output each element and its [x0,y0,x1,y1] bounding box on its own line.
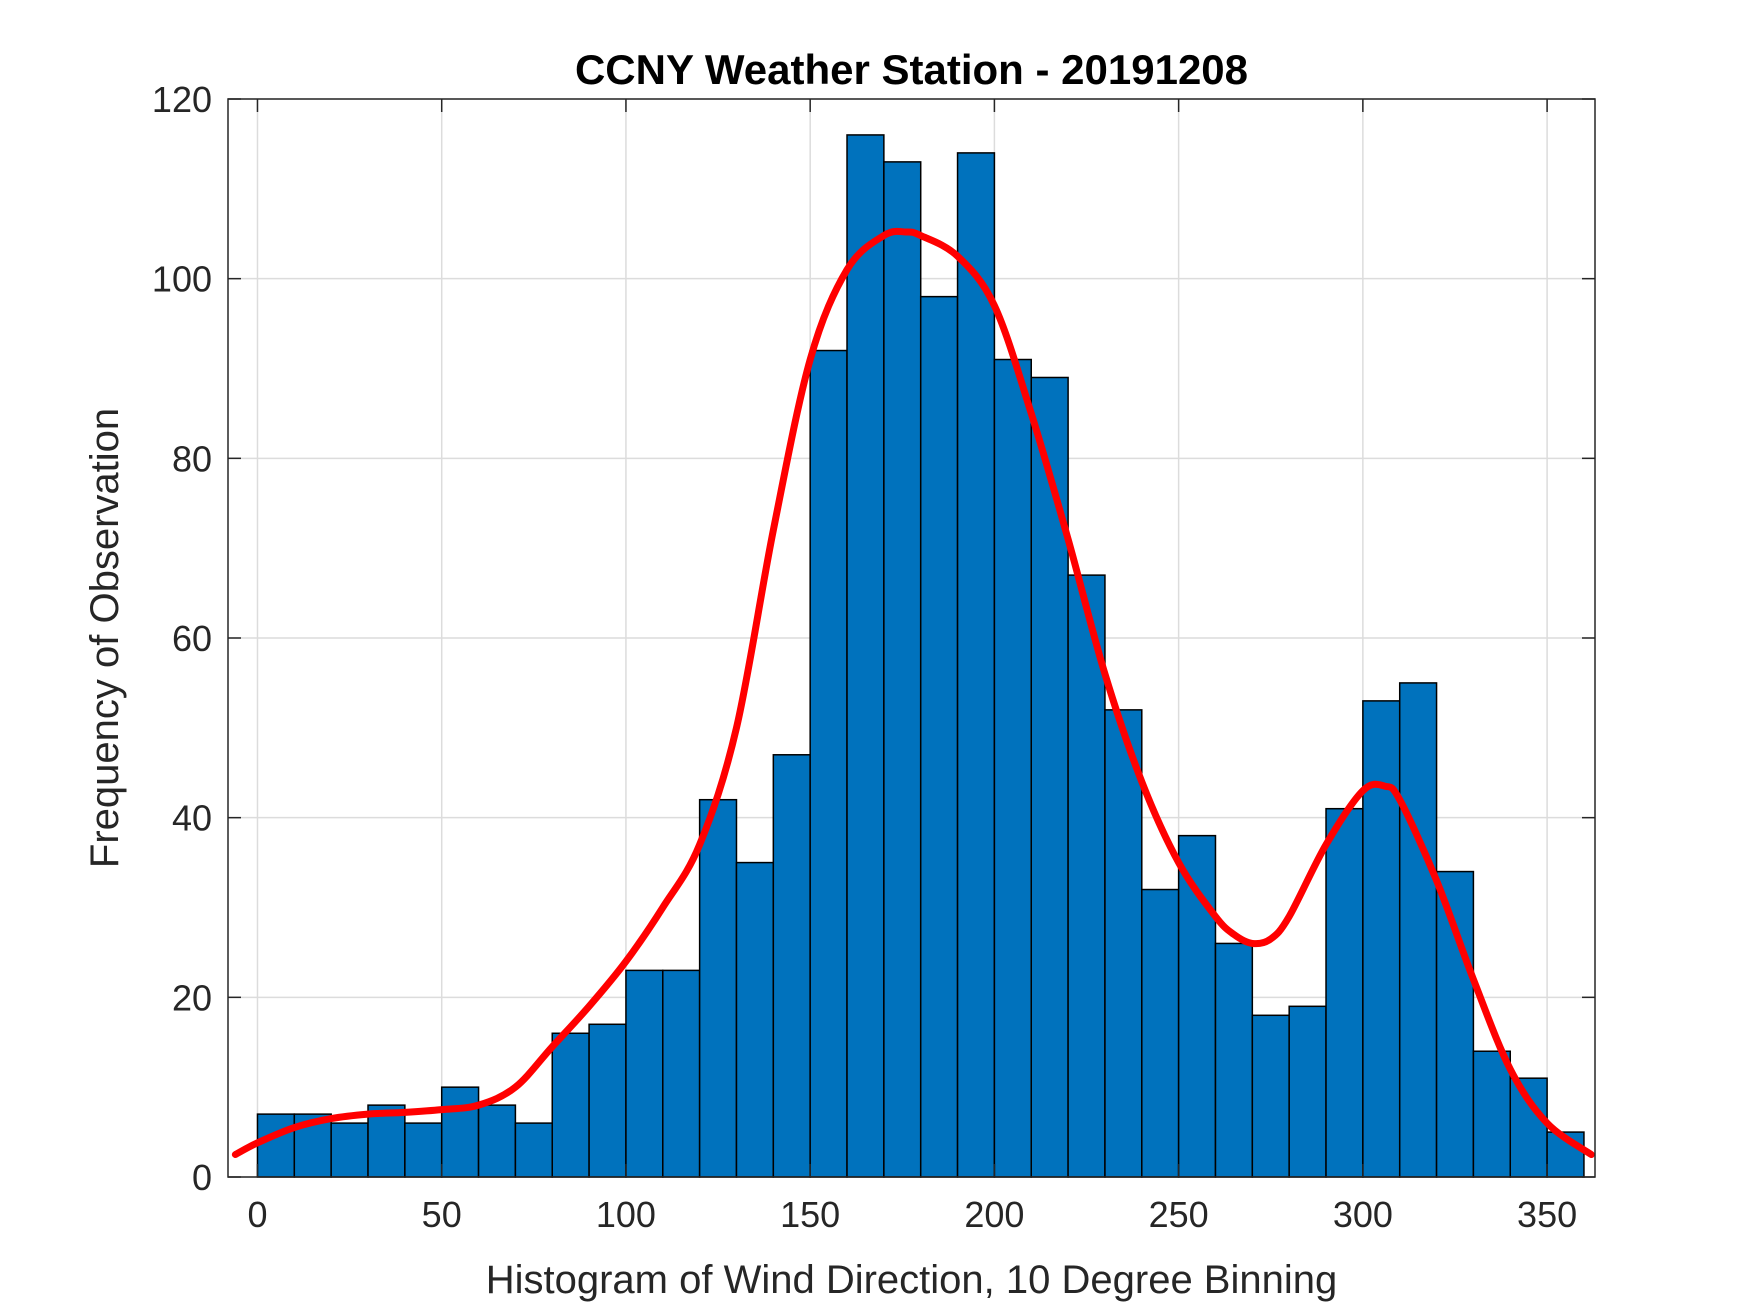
y-tick-label-2: 40 [172,798,212,839]
histogram-bar-33 [1472,1050,1512,1178]
histogram-bar-14 [772,754,811,1178]
histogram-bar-24 [1141,888,1180,1178]
histogram-bar-21 [1030,376,1069,1178]
histogram-bar-6 [477,1104,517,1178]
histogram-bars [256,134,1585,1178]
histogram-bar-27 [1251,1014,1290,1178]
x-tick-label-5: 250 [1149,1194,1209,1235]
histogram-bar-8 [551,1032,590,1178]
histogram-bar-9 [588,1023,627,1178]
y-tick-labels: 0 20 40 60 80 100 120 [152,79,212,1198]
y-tick-label-1: 20 [172,977,212,1018]
histogram-bar-17 [883,161,922,1178]
fit-curve [231,227,1595,1159]
histogram-bar-18 [919,295,959,1178]
x-tick-label-1: 50 [422,1194,462,1235]
histogram-bar-32 [1435,870,1475,1178]
histogram-bar-19 [956,152,996,1178]
histogram-bar-15 [809,349,848,1178]
histogram-bar-16 [846,134,885,1178]
histogram-bar-13 [735,861,775,1178]
histogram-bar-11 [662,969,701,1178]
histogram-bar-31 [1398,682,1438,1178]
histogram-bar-29 [1325,807,1364,1178]
histogram-bar-28 [1288,1005,1327,1178]
x-axis-label: Histogram of Wind Direction, 10 Degree B… [486,1258,1338,1302]
x-tick-label-6: 300 [1333,1194,1393,1235]
histogram-bar-7 [514,1122,553,1178]
y-tick-label-6: 120 [152,79,212,120]
histogram-bar-0 [256,1113,296,1178]
histogram-bar-2 [330,1122,369,1178]
y-tick-label-5: 100 [152,259,212,300]
x-tick-label-4: 200 [964,1194,1024,1235]
x-tick-label-7: 350 [1517,1194,1577,1235]
histogram-bar-20 [993,358,1033,1178]
y-tick-label-4: 80 [172,438,212,479]
histogram-bar-26 [1214,942,1254,1178]
x-tick-label-0: 0 [247,1194,267,1235]
histogram-bar-30 [1362,700,1401,1178]
axis-ticks [228,98,1595,1178]
histogram-bar-34 [1509,1077,1548,1178]
x-tick-labels: 0 50 100 150 200 250 300 350 [247,1194,1577,1235]
histogram-bar-4 [404,1122,443,1178]
histogram-bar-5 [440,1086,480,1178]
y-tick-label-3: 60 [172,618,212,659]
y-axis-label: Frequency of Observation [83,408,127,868]
histogram-bar-22 [1067,574,1106,1178]
y-tick-label-0: 0 [192,1157,212,1198]
chart-title: CCNY Weather Station - 20191208 [575,46,1248,93]
x-tick-label-3: 150 [780,1194,840,1235]
x-tick-label-2: 100 [596,1194,656,1235]
histogram-bar-10 [625,969,664,1178]
histogram-bar-12 [698,798,738,1178]
histogram-bar-23 [1104,709,1143,1178]
